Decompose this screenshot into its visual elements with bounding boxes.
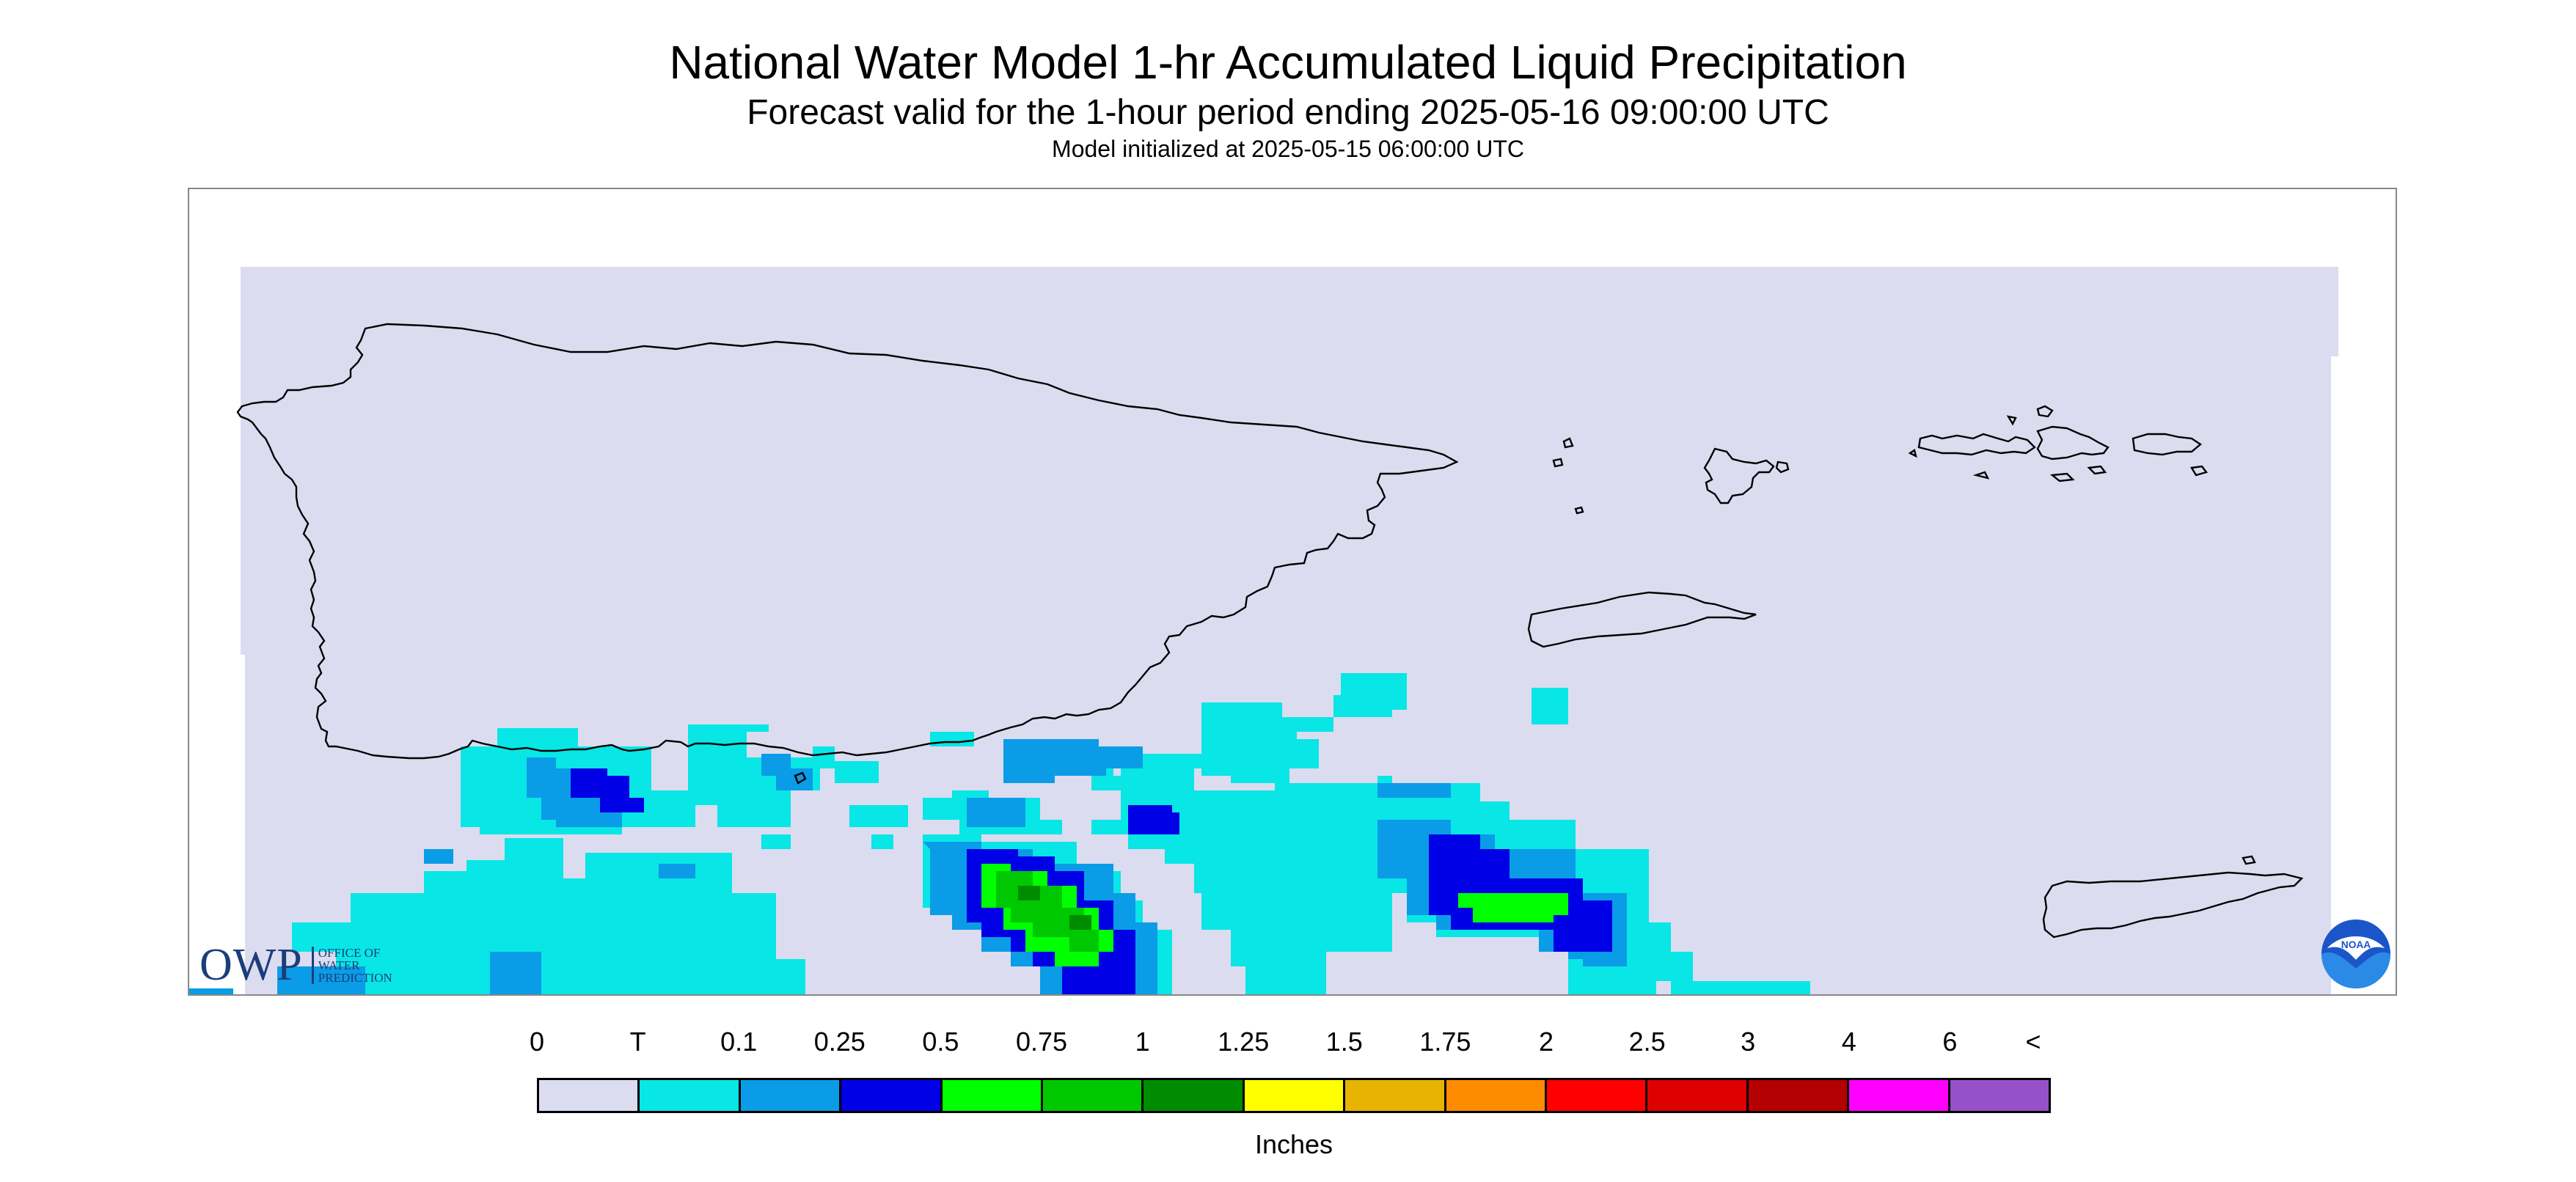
legend-swatch: [1647, 1080, 1749, 1111]
legend-swatch: [942, 1080, 1044, 1111]
legend-swatch: [640, 1080, 741, 1111]
legend-swatch: [1849, 1080, 1950, 1111]
owp-logo-text: Office of Water Prediction: [311, 945, 392, 985]
legend-swatch: [1446, 1080, 1548, 1111]
legend-swatch: [1043, 1080, 1144, 1111]
bvi-small-5: [1972, 471, 1990, 480]
bvi-small-7: [1908, 449, 1917, 458]
desecheo-islet: [1574, 506, 1584, 515]
legend-label: 0.1: [720, 1027, 758, 1057]
pr-east-islet: [1552, 458, 1564, 468]
noaa-logo: NOAA: [2321, 919, 2391, 989]
chart-title: National Water Model 1-hr Accumulated Li…: [669, 36, 1907, 89]
legend-swatch: [1345, 1080, 1446, 1111]
legend-label: 0.75: [1015, 1027, 1068, 1057]
noaa-logo-text: NOAA: [2341, 939, 2371, 950]
st-croix-islet: [2242, 855, 2256, 865]
culebrita-outline: [1775, 460, 1790, 474]
caja-de-muertos-outline: [794, 771, 807, 785]
legend-swatch: [841, 1080, 943, 1111]
legend-units-label: Inches: [1254, 1129, 1333, 1159]
forecast-valid-subtitle: Forecast valid for the 1-hour period end…: [747, 93, 1829, 132]
vieques-outline: [1527, 591, 1757, 648]
legend-label: 0.25: [813, 1027, 866, 1057]
legend-swatch: [1244, 1080, 1346, 1111]
culebra-outline: [1703, 447, 1775, 504]
legend-color-bar: [537, 1078, 2051, 1113]
coastlines: [236, 323, 2304, 939]
color-legend: 0 T 0.1 0.25 0.5 0.75 1 1.25 1.5 1.75 2 …: [530, 1027, 2051, 1159]
legend-label: T: [629, 1027, 646, 1057]
owp-logo: OWP Office of Water Prediction: [200, 939, 392, 990]
legend-label: 0: [529, 1027, 545, 1057]
legend-label: 1: [1135, 1027, 1150, 1057]
legend-swatch: [1950, 1080, 2049, 1111]
legend-label: 1.5: [1325, 1027, 1363, 1057]
owp-logo-line-1: Office of: [318, 945, 381, 960]
legend-label: 2.5: [1628, 1027, 1666, 1057]
precip-1-regions: [1018, 886, 1091, 930]
legend-swatch: [539, 1080, 640, 1111]
bvi-tortola-outline: [2132, 433, 2203, 456]
model-init-line: Model initialized at 2025-05-15 06:00:00…: [1052, 136, 1524, 162]
bvi-small-4: [2049, 472, 2075, 482]
legend-label: 0.5: [922, 1027, 959, 1057]
owp-logo-line-3: Prediction: [318, 970, 392, 985]
legend-label: 1.75: [1419, 1027, 1471, 1057]
legend-swatch: [1144, 1080, 1245, 1111]
legend-swatch: [740, 1080, 842, 1111]
st-croix-outline: [2042, 871, 2304, 939]
bvi-small-6: [2190, 465, 2209, 477]
legend-swatch: [1547, 1080, 1648, 1111]
st-john-outline: [2036, 425, 2110, 460]
legend-label: 2: [1538, 1027, 1554, 1057]
legend-label: 1.25: [1218, 1027, 1270, 1057]
st-thomas-outline: [1917, 433, 2036, 456]
bvi-small-3: [2087, 465, 2107, 475]
bvi-small-2: [2006, 415, 2017, 426]
puerto-rico-outline: [236, 323, 1459, 760]
precipitation-map: OWP Office of Water Prediction NOAA: [188, 188, 2397, 996]
owp-logo-line-2: Water: [318, 958, 360, 972]
legend-label: 6: [1942, 1027, 1958, 1057]
bvi-small-outline: [2036, 405, 2054, 418]
map-canvas: [189, 267, 2338, 994]
pr-east-islet-2: [1562, 437, 1574, 449]
legend-label: 3: [1741, 1027, 1756, 1057]
legend-label: <: [2025, 1027, 2041, 1057]
owp-logo-letters: OWP: [200, 939, 303, 990]
legend-swatch: [1748, 1080, 1850, 1111]
legend-label: 4: [1841, 1027, 1856, 1057]
